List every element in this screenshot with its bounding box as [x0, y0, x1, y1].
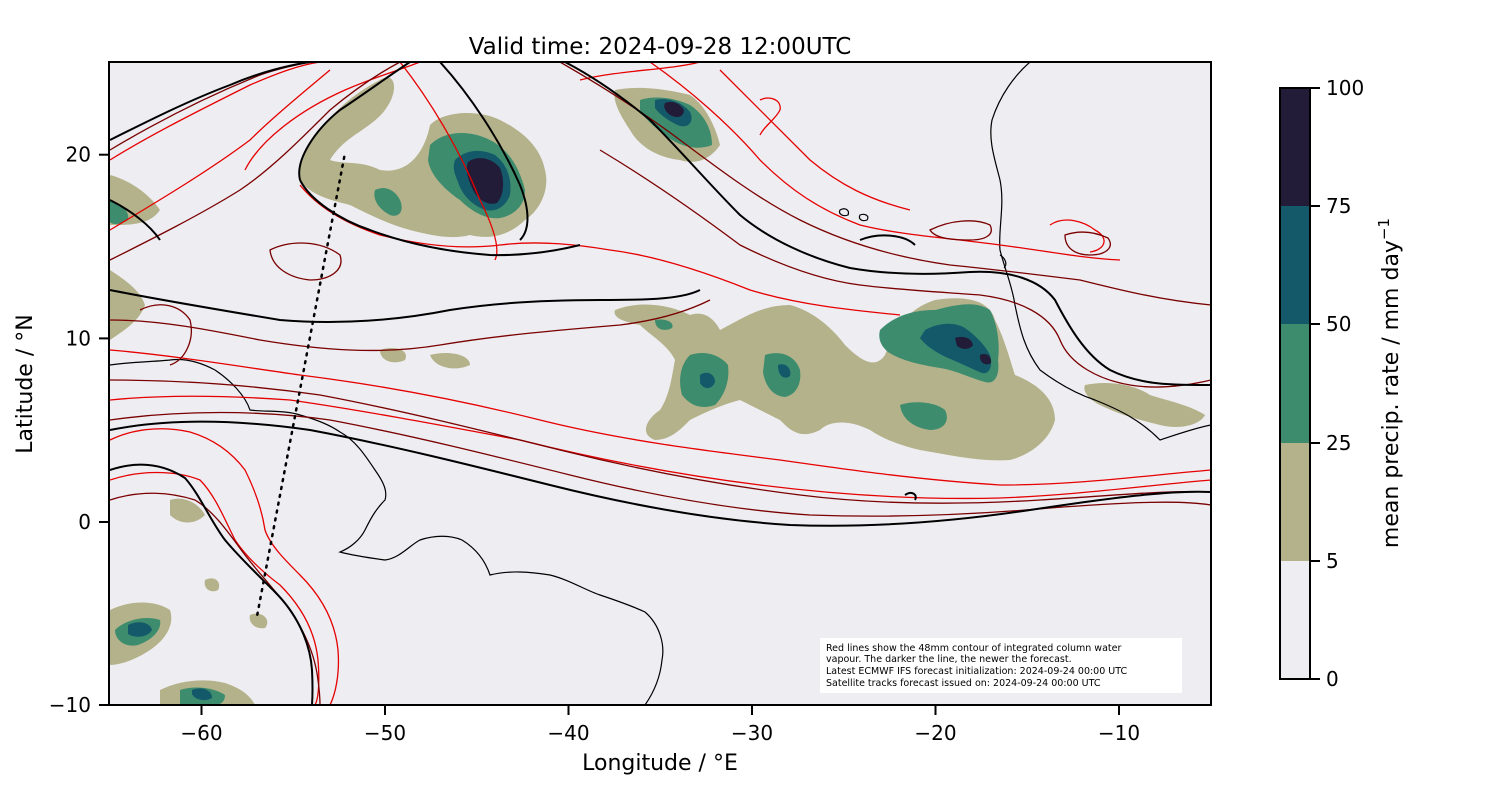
plot-title: Valid time: 2024-09-28 12:00UTC — [469, 34, 852, 60]
annotation-box: Red lines show the 48mm contour of integ… — [820, 638, 1182, 693]
precip-level-75-100 — [466, 101, 992, 365]
x-tick-label: −50 — [364, 721, 406, 745]
iwv-contours-red — [109, 62, 1211, 705]
colorbar-tick-label: 0 — [1326, 667, 1339, 691]
y-axis: 20 10 0 −10 Latitude / °N — [13, 143, 109, 717]
colorbar-tick-label: 75 — [1326, 194, 1351, 218]
y-tick-label: −10 — [49, 693, 91, 717]
y-tick-label: 0 — [78, 510, 91, 534]
annotation-line-2: vapour. The darker the line, the newer t… — [826, 654, 1072, 665]
colorbar-title: mean precip. rate / mm day−1 — [1375, 218, 1404, 548]
colorbar-label-exponent: −1 — [1375, 218, 1393, 240]
x-tick-label: −20 — [914, 721, 956, 745]
coastlines — [109, 62, 1211, 705]
map-frame — [108, 61, 1212, 706]
x-axis-title: Longitude / °E — [582, 751, 738, 776]
colorbar-tick-label: 100 — [1326, 76, 1364, 100]
iwv-contours-black — [109, 62, 1211, 705]
colorbar-frame — [1279, 87, 1311, 680]
colorbar-tick-label: 5 — [1326, 549, 1339, 573]
colorbar-band-75-100 — [1280, 88, 1310, 206]
y-tick-label: 20 — [66, 143, 91, 167]
annotation-line-3: Latest ECMWF IFS forecast initialization… — [826, 666, 1127, 677]
map-background — [109, 62, 1211, 705]
x-tick-label: −10 — [1098, 721, 1140, 745]
colorbar-band-0-5 — [1280, 561, 1310, 679]
y-axis-title: Latitude / °N — [13, 314, 38, 453]
x-tick-label: −60 — [180, 721, 222, 745]
annotation-line-4: Satellite tracks forecast issued on: 202… — [826, 678, 1101, 689]
annotation-line-1: Red lines show the 48mm contour of integ… — [826, 643, 1121, 654]
precip-field — [110, 77, 1205, 705]
x-tick-label: −40 — [547, 721, 589, 745]
colorbar: 100 75 50 25 5 0 mean precip. rate / mm … — [1279, 76, 1404, 691]
colorbar-band-50-75 — [1280, 206, 1310, 324]
x-tick-label: −30 — [731, 721, 773, 745]
colorbar-label: mean precip. rate / mm day — [1379, 240, 1404, 548]
colorbar-band-25-50 — [1280, 324, 1310, 443]
y-tick-label: 10 — [66, 326, 91, 350]
map-area: Red lines show the 48mm contour of integ… — [109, 62, 1211, 705]
x-axis: −60 −50 −40 −30 −20 −10 Longitude / °E — [180, 705, 1140, 776]
colorbar-band-5-25 — [1280, 443, 1310, 561]
colorbar-tick-label: 25 — [1326, 431, 1351, 455]
satellite-track — [256, 153, 346, 616]
colorbar-tick-label: 50 — [1326, 312, 1351, 336]
